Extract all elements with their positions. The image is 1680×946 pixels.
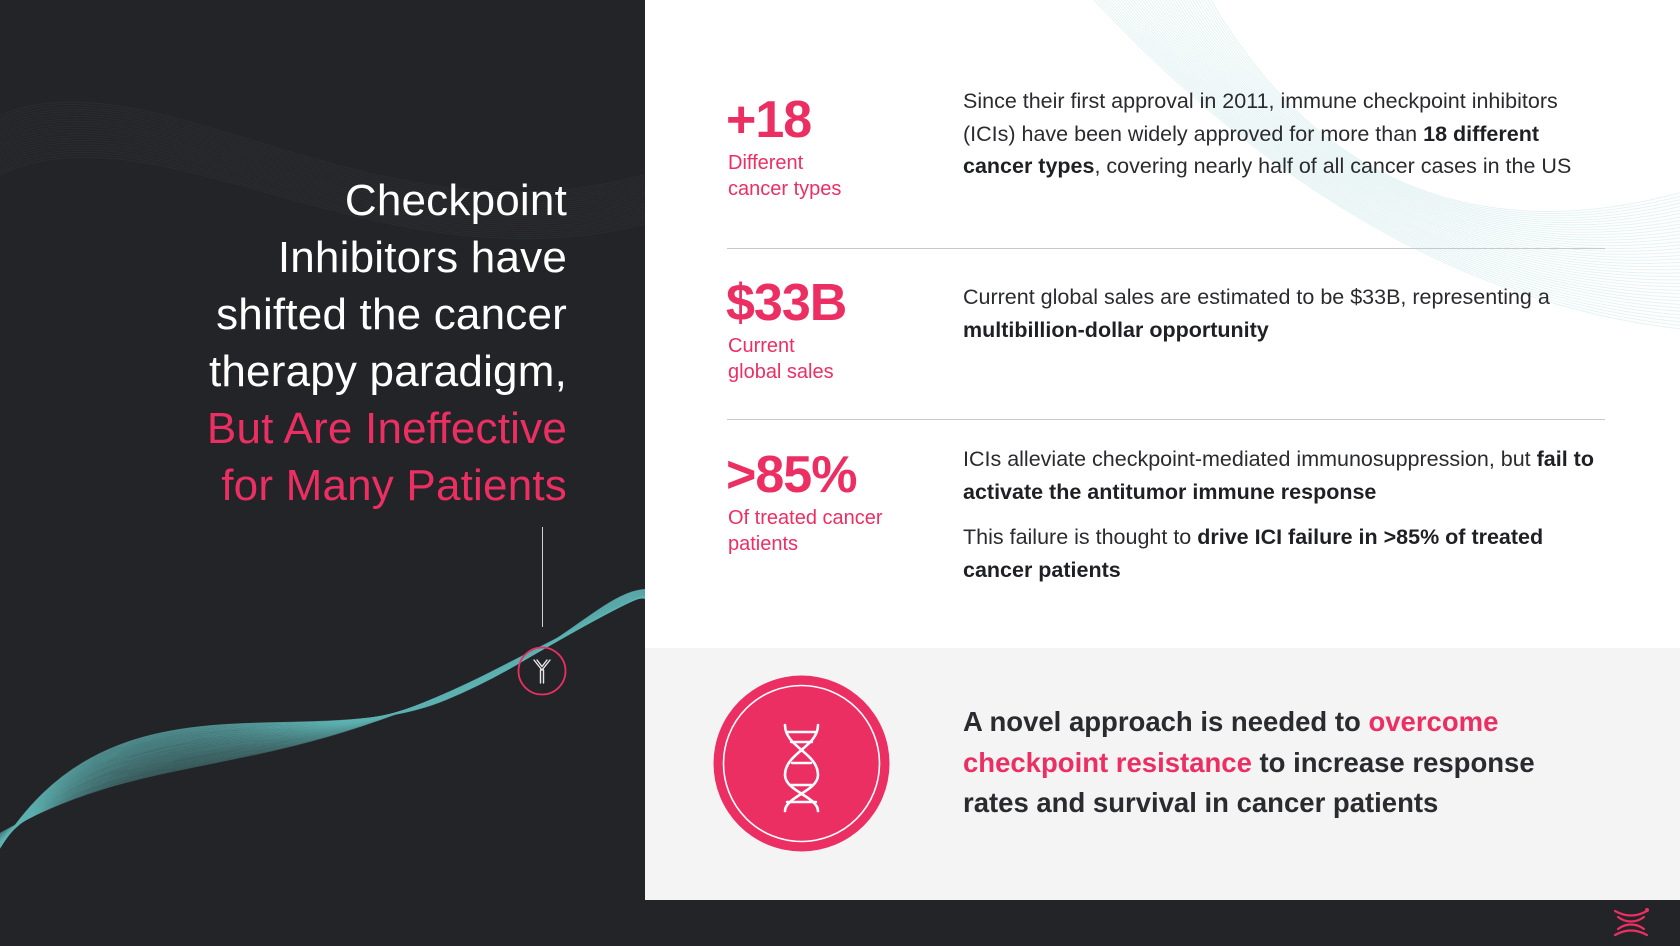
headline-accent-line-2: for Many Patients [221,461,567,510]
description-text: Current global sales are estimated to be… [963,285,1550,309]
section-divider [727,248,1605,249]
headline: Checkpoint Inhibitors have shifted the c… [47,172,567,514]
description-paragraph: This failure is thought to drive ICI fai… [963,521,1613,586]
antibody-icon [517,646,567,696]
stat-label: Of treated cancer patients [728,507,883,555]
right-wave-pattern [1093,0,1680,330]
description-paragraph: Current global sales are estimated to be… [963,281,1613,346]
headline-line-4: therapy paradigm, [208,347,567,396]
description-emphasis: fail to activate the antitumor immune re… [963,447,1594,504]
description-paragraph: Since their first approval in 2011, immu… [963,85,1613,183]
description-emphasis: drive ICI failure in >85% of treated can… [963,525,1544,582]
stat-treated-patients: >85% Of treated cancer patients [726,447,883,557]
headline-line-3: shifted the cancer [216,290,567,339]
footer-bar [0,900,1680,946]
headline-accent-line-1: But Are Ineffective [206,404,567,453]
stat-global-sales: $33B Current global sales [726,274,847,385]
dna-icon [713,675,890,852]
stat-label: Different cancer types [728,152,842,200]
brand-logo-icon [1613,908,1649,937]
description-text: This failure is thought to [963,525,1198,549]
stat-cancer-types: +18 Different cancer types [726,92,841,202]
stat-label: Current global sales [728,335,834,383]
stat-value: $33B [726,274,847,332]
section-divider [727,419,1605,420]
stat-description-treated-patients: ICIs alleviate checkpoint-mediated immun… [963,443,1613,586]
stat-value: >85% [726,446,857,504]
right-content-area [645,0,1680,648]
stat-description-cancer-types: Since their first approval in 2011, immu… [963,85,1613,183]
description-text: ICIs alleviate checkpoint-mediated immun… [963,447,1537,471]
description-emphasis: 18 different cancer types [963,121,1539,179]
callout-statement: A novel approach is needed to overcome c… [963,702,1603,824]
vertical-divider [542,527,543,627]
headline-line-2: Inhibitors have [277,233,567,282]
description-emphasis: multibillion-dollar opportunity [963,317,1269,342]
description-paragraph: ICIs alleviate checkpoint-mediated immun… [963,443,1613,508]
callout-emphasis: overcome checkpoint resistance [963,706,1499,778]
left-panel: Checkpoint Inhibitors have shifted the c… [0,0,645,900]
description-text: , covering nearly half of all cancer cas… [1094,154,1572,178]
stat-value: +18 [726,91,812,149]
description-text: Since their first approval in 2011, immu… [963,89,1558,146]
left-wave-pattern [0,101,645,850]
callout-text: A novel approach is needed to [963,706,1369,737]
callout-text: to increase response rates and survival … [963,746,1535,819]
headline-line-1: Checkpoint [344,176,567,225]
stat-description-global-sales: Current global sales are estimated to be… [963,281,1613,346]
